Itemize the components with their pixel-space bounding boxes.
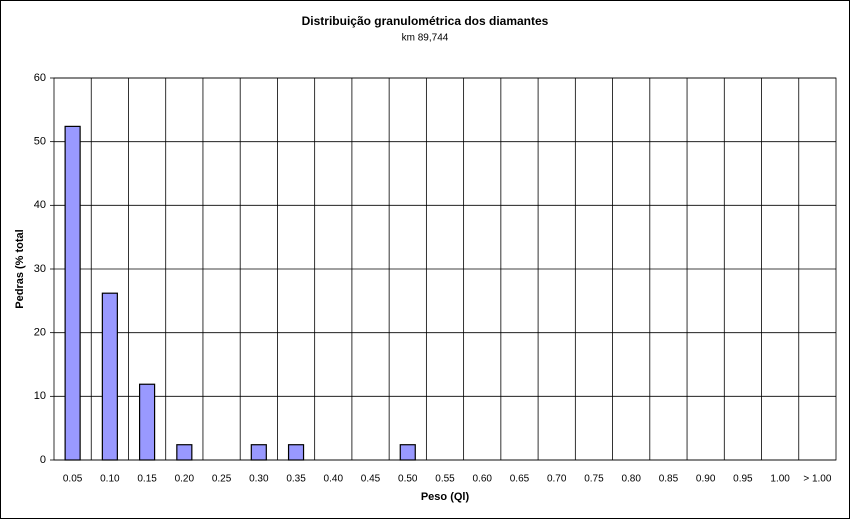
y-tick-label: 30 [34, 263, 46, 275]
x-tick-label: 0.60 [473, 474, 493, 485]
x-tick-label: 0.45 [361, 474, 381, 485]
bar [250, 444, 267, 461]
x-tick-label: 0.75 [584, 474, 604, 485]
x-tick-label: 0.50 [398, 474, 418, 485]
x-tick-label: 0.35 [286, 474, 306, 485]
x-tick-label: 0.85 [659, 474, 679, 485]
x-tick-label: 0.25 [212, 474, 232, 485]
x-tick-label: 0.15 [137, 474, 157, 485]
chart-subtitle: km 89,744 [402, 33, 449, 44]
x-tick-label: 0.05 [63, 474, 83, 485]
x-tick-label: 0.40 [324, 474, 344, 485]
x-tick-label: 0.80 [621, 474, 641, 485]
y-tick-label: 50 [34, 136, 46, 148]
x-tick-label: 0.20 [175, 474, 195, 485]
chart-title: Distribuição granulométrica dos diamante… [302, 14, 549, 28]
y-tick-label: 0 [40, 454, 46, 466]
x-tick-label: 0.30 [249, 474, 269, 485]
bar [101, 292, 118, 461]
x-tick-label: 0.90 [696, 474, 716, 485]
bar [287, 444, 305, 461]
y-tick-label: 40 [34, 199, 46, 211]
bar [138, 383, 156, 461]
x-tick-label: 0.55 [435, 474, 455, 485]
x-tick-label: 0.70 [547, 474, 567, 485]
y-axis-label: Pedras (% total [14, 229, 26, 308]
bar [64, 125, 81, 461]
x-axis-label: Peso (Ql) [421, 491, 470, 503]
y-tick-label: 20 [34, 327, 46, 339]
x-tick-label: 1.00 [770, 474, 790, 485]
bar [399, 444, 416, 461]
x-tick-label: > 1.00 [803, 474, 832, 485]
x-tick-label: 0.10 [100, 474, 120, 485]
x-tick-label: 0.65 [510, 474, 530, 485]
bar [176, 444, 193, 461]
x-tick-label: 0.95 [733, 474, 753, 485]
y-tick-label: 60 [34, 72, 46, 84]
y-tick-label: 10 [34, 390, 46, 402]
